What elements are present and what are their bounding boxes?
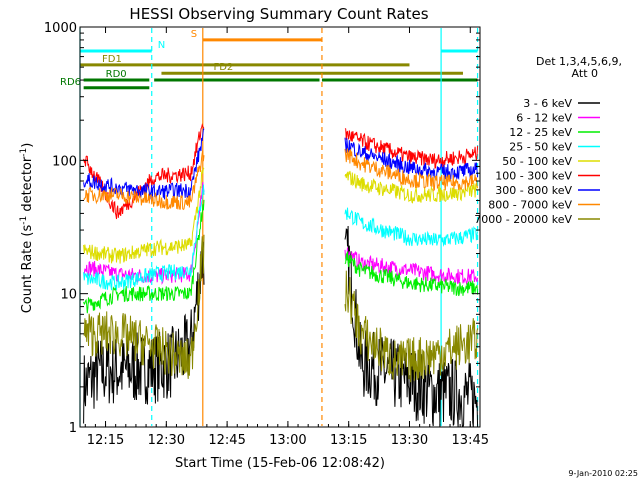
series-line-0-1 <box>344 225 479 428</box>
x-tick-label-3: 13:00 <box>269 433 306 448</box>
y-label-part-1: Count Rate (s <box>20 225 35 314</box>
series-line-2-1 <box>344 251 479 297</box>
flag-label-FD1: FD1 <box>102 54 122 65</box>
y-axis: 1 10 100 1000 <box>44 21 480 436</box>
x-tick-label-4: 13:15 <box>330 433 367 448</box>
x-tick-label-2: 12:45 <box>208 433 245 448</box>
series-line-3-0 <box>83 184 205 291</box>
y-tick-label-0: 1 <box>69 421 77 436</box>
flag-label-S: S <box>191 29 197 40</box>
plot-frame <box>79 26 481 428</box>
y-tick-label-2: 100 <box>52 154 77 169</box>
series-line-7-0 <box>83 150 205 211</box>
x-tick-label-6: 13:45 <box>452 433 489 448</box>
flag-bars: N S FD1 FD2 RD0 RD6 <box>60 29 478 90</box>
x-axis: 12:15 12:30 12:45 13:00 13:15 13:30 13:45 <box>84 27 489 448</box>
y-tick-label-1: 10 <box>60 288 77 303</box>
legend-label-5: 100 - 300 keV <box>495 170 572 183</box>
series-line-5-0 <box>83 123 205 220</box>
y-label-part-3: ) <box>20 143 35 148</box>
series-line-4-0 <box>83 166 205 264</box>
series-line-7-1 <box>344 148 479 192</box>
flag-label-N: N <box>158 40 165 51</box>
series-line-6-1 <box>344 137 479 181</box>
series-line-8-1 <box>344 270 479 383</box>
legend-label-8: 7000 - 20000 keV <box>474 213 572 226</box>
y-label-sup-1: -1 <box>19 216 29 225</box>
legend-header-2: Att 0 <box>572 67 598 80</box>
y-axis-label: Count Rate (s-1 detector-1) <box>19 143 35 314</box>
series-line-4-1 <box>344 170 479 204</box>
legend-label-6: 300 - 800 keV <box>495 184 572 197</box>
flag-label-FD2: FD2 <box>213 62 233 73</box>
footer-timestamp: 9-Jan-2010 02:25 <box>568 469 638 478</box>
legend-header-1: Det 1,3,4,5,6,9, <box>536 55 622 68</box>
legend-label-7: 800 - 7000 keV <box>488 199 572 212</box>
legend-label-0: 3 - 6 keV <box>523 97 572 110</box>
series-line-8-0 <box>83 234 205 379</box>
series-line-1-1 <box>344 247 479 286</box>
series-line-6-0 <box>83 127 205 200</box>
legend-label-1: 6 - 12 keV <box>516 112 572 125</box>
flag-label-RD0: RD0 <box>106 69 127 80</box>
x-axis-label: Start Time (15-Feb-06 12:08:42) <box>175 456 385 471</box>
series-line-2-0 <box>83 199 205 314</box>
chart-title: HESSI Observing Summary Count Rates <box>129 5 428 23</box>
y-label-sup-2: -1 <box>19 148 29 157</box>
x-tick-label-0: 12:15 <box>87 433 124 448</box>
legend-label-3: 25 - 50 keV <box>509 141 572 154</box>
y-tick-label-3: 1000 <box>44 21 77 36</box>
y-label-part-2: detector <box>20 156 35 216</box>
series-lines <box>83 123 479 428</box>
x-tick-label-5: 13:30 <box>391 433 428 448</box>
series-line-5-1 <box>344 128 479 170</box>
legend-label-4: 50 - 100 keV <box>502 155 572 168</box>
legend-label-2: 12 - 25 keV <box>509 126 572 139</box>
series-line-3-1 <box>344 207 479 247</box>
flag-label-RD6: RD6 <box>60 77 81 88</box>
legend: Det 1,3,4,5,6,9, Att 0 3 - 6 keV 6 - 12 k… <box>474 55 622 226</box>
x-tick-label-1: 12:30 <box>148 433 185 448</box>
